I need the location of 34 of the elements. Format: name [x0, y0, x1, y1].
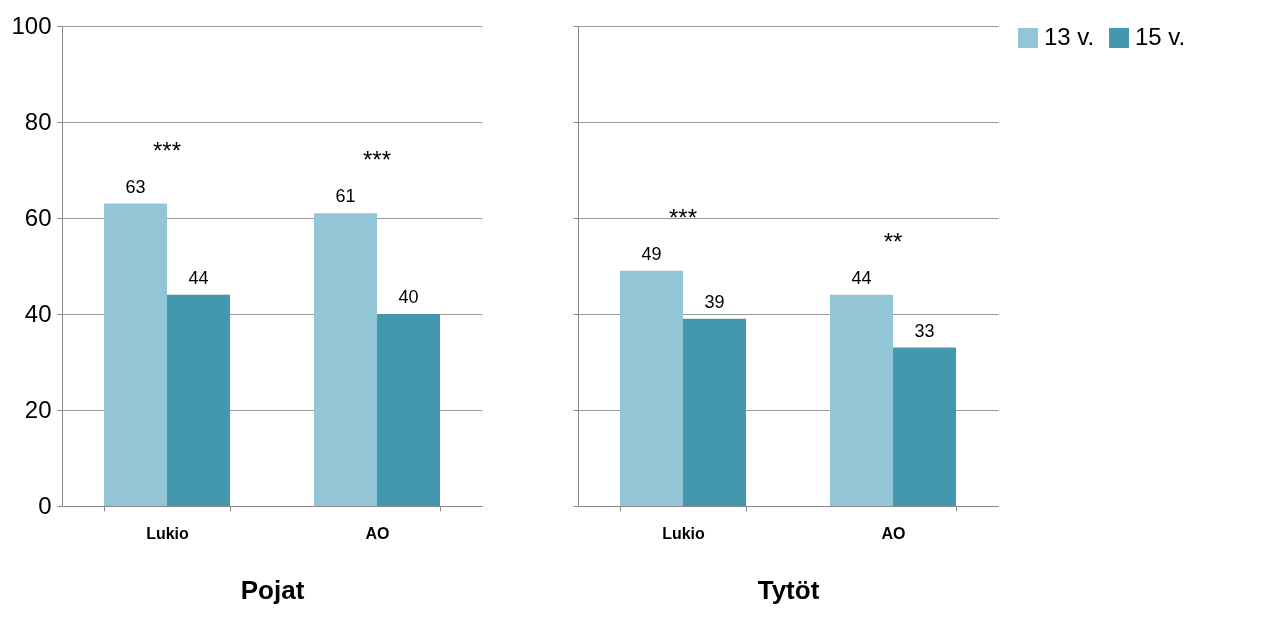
x-tick-label: Lukio [146, 524, 190, 542]
legend-label: 13 v. [1044, 23, 1095, 50]
y-tick-label: 20 [24, 395, 52, 423]
annotation: *** [362, 146, 392, 174]
data-label: 49 [641, 243, 662, 264]
y-tick-label: 0 [38, 491, 52, 519]
bar [893, 347, 956, 506]
y-tick-label: 40 [24, 299, 52, 327]
data-label: 44 [851, 267, 872, 288]
data-label: 44 [188, 267, 209, 288]
x-axis-title: Pojat [240, 574, 305, 605]
bar [683, 318, 746, 506]
data-label: 33 [914, 320, 935, 341]
x-tick-label: AO [881, 524, 906, 542]
bar [104, 203, 167, 506]
x-tick-label: AO [365, 524, 390, 542]
data-label: 40 [398, 287, 419, 307]
x-axis-title: Tytöt [757, 574, 820, 605]
bar [620, 270, 683, 506]
annotation: ** [883, 227, 903, 255]
annotation: *** [152, 136, 182, 164]
bar [830, 294, 893, 506]
x-tick-label: Lukio [662, 524, 706, 542]
y-tick-label: 60 [24, 203, 52, 231]
y-tick-label: 100 [11, 11, 52, 39]
bar [377, 314, 440, 506]
annotation: *** [668, 203, 698, 231]
bar [167, 294, 230, 506]
y-tick-label: 80 [24, 107, 52, 135]
legend-label: 15 v. [1135, 23, 1186, 50]
data-label: 63 [125, 176, 146, 197]
bar [314, 213, 377, 506]
data-label: 61 [335, 186, 356, 207]
data-label: 39 [704, 291, 725, 312]
